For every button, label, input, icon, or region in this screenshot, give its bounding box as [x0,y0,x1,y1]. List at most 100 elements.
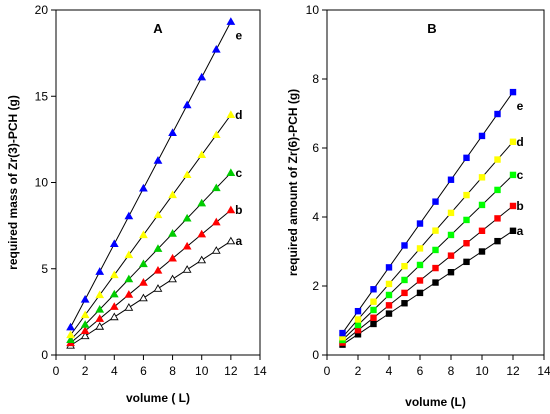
data-point [95,322,105,330]
data-point [80,331,90,340]
data-point [226,168,236,176]
data-point [168,253,177,262]
data-point [109,312,119,321]
data-point [401,289,408,297]
data-point [354,307,362,315]
data-point [447,209,455,217]
data-point [95,314,105,322]
x-tick-label: 4 [386,364,393,378]
data-point [182,100,192,109]
y-tick-label: 5 [41,262,48,276]
data-point [168,190,177,199]
data-point [463,258,470,266]
data-point [139,230,148,239]
data-point [197,229,207,238]
data-point [463,154,470,162]
data-point [509,202,517,210]
series-line [342,205,514,343]
data-point [370,314,377,321]
plot-frame [55,9,261,356]
data-point [494,215,501,222]
series-d: d [339,135,524,341]
x-tick-label: 0 [324,364,331,378]
data-point [463,191,470,199]
data-point [124,303,134,311]
data-point [416,277,424,284]
data-point [385,264,393,271]
data-point [211,44,221,53]
x-tick-label: 12 [506,364,520,378]
series-label: c [236,166,243,180]
data-point [385,291,393,299]
x-tick-label: 0 [53,364,60,378]
data-point [95,290,105,299]
data-point [80,294,90,303]
data-point [153,284,163,292]
y-tick-label: 0 [312,348,319,362]
data-point [401,300,408,307]
x-tick-label: 4 [111,364,118,378]
data-point [226,236,236,245]
series-a: a [66,234,243,349]
data-point [432,264,439,272]
series-label: d [516,135,523,149]
data-point [226,17,236,25]
y-tick-label: 15 [35,89,49,103]
data-point [211,183,221,192]
data-point [478,227,486,234]
data-point [354,326,362,334]
data-point [124,290,134,298]
x-axis-title: volume ( L) [126,391,190,405]
series-label: e [236,29,243,43]
data-point [95,304,105,313]
data-point [211,130,221,139]
series-label: a [517,224,524,238]
panel-title: B [427,21,436,36]
x-tick-label: 10 [475,364,489,378]
data-point [153,244,163,252]
series-line [342,141,514,338]
series-b: b [339,199,524,346]
data-point [168,128,177,136]
x-tick-label: 6 [140,364,147,378]
data-point [478,132,486,140]
data-point [494,110,501,118]
series-c: c [66,166,243,343]
series-b: b [66,203,243,347]
x-tick-label: 14 [537,364,550,378]
data-point [401,262,408,270]
data-point [416,261,424,269]
data-point [182,241,192,250]
data-point [494,156,501,163]
data-point [182,170,192,179]
y-tick-label: 10 [306,3,320,17]
data-point [153,210,163,219]
series-line [342,91,514,334]
data-point [432,279,439,286]
series-a: a [339,224,524,348]
y-tick-label: 4 [312,210,319,224]
data-point [432,198,439,205]
plot-frame [326,9,545,356]
data-point [416,289,424,297]
series-d: d [66,108,243,339]
data-point [385,310,393,317]
y-tick-label: 0 [41,348,48,362]
series-line [342,230,514,346]
data-point [139,293,148,302]
data-point [447,252,455,259]
data-point [416,245,424,252]
data-point [139,183,148,192]
data-point [211,246,221,254]
data-point [339,334,346,341]
data-point [370,286,377,293]
data-point [109,289,119,298]
x-tick-label: 14 [253,364,267,378]
series-line [70,209,232,344]
data-point [153,265,163,274]
data-point [478,174,486,181]
data-point [478,248,486,255]
data-point [463,216,470,224]
x-axis-title: volume (L) [405,395,466,409]
series-label: b [235,203,242,217]
